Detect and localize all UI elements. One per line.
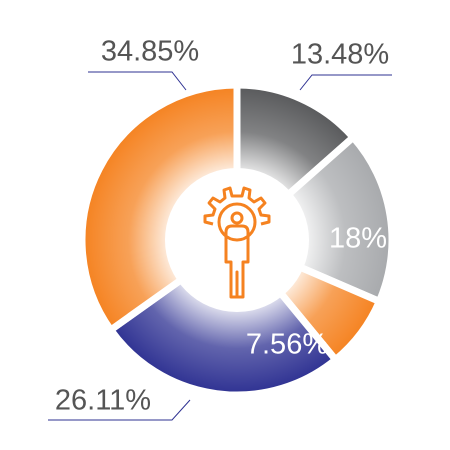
labels: 13.48% 18% 7.56% 26.11% 34.85% <box>48 36 392 421</box>
center-icon <box>203 186 271 299</box>
value-label: 13.48% <box>291 39 389 71</box>
leader-line <box>299 74 392 91</box>
leader-line <box>88 71 187 91</box>
value-label: 18% <box>329 223 387 255</box>
leader-line <box>48 399 191 421</box>
value-label: 26.11% <box>55 385 151 417</box>
value-label: 7.56% <box>246 329 328 361</box>
value-label: 34.85% <box>101 36 199 68</box>
